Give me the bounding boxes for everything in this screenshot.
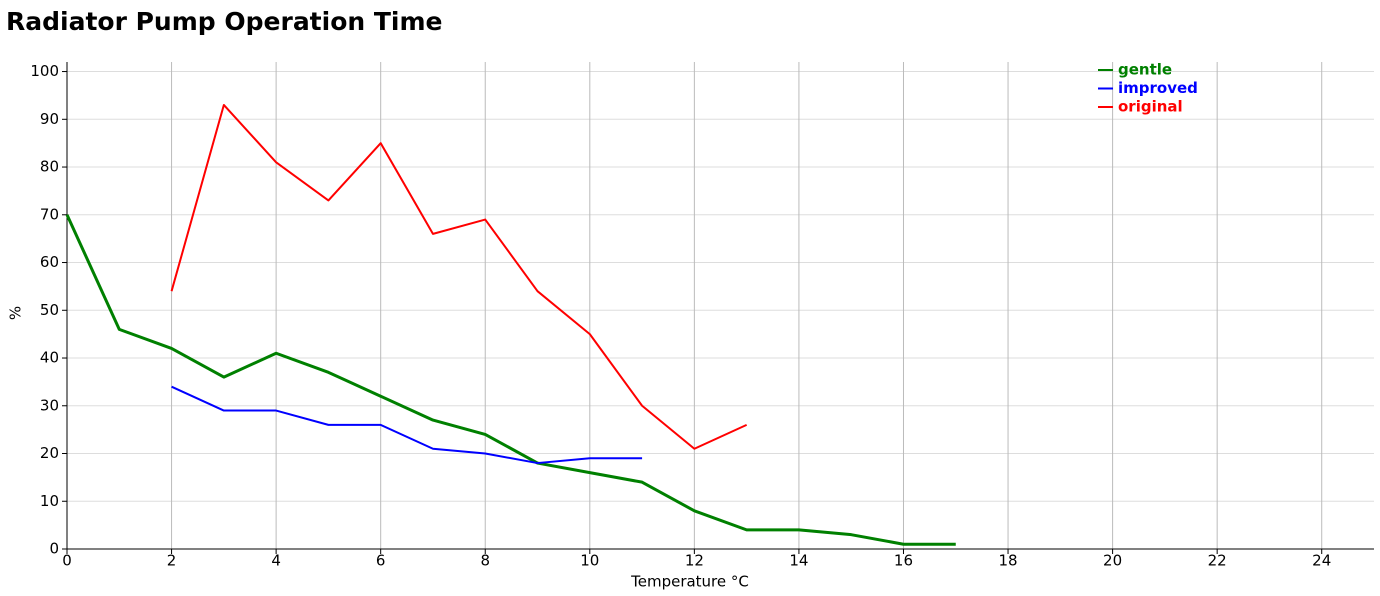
- x-tick-label: 0: [62, 552, 72, 570]
- y-tick-label: 10: [40, 492, 59, 510]
- y-tick-label: 100: [30, 62, 59, 80]
- series-line: [65, 214, 956, 546]
- series-line: [170, 103, 748, 450]
- x-tick-label: 12: [685, 552, 704, 570]
- y-tick-label: 60: [40, 253, 59, 271]
- x-tick-label: 24: [1312, 552, 1331, 570]
- x-tick-label: 16: [894, 552, 913, 570]
- y-tick-label: 70: [40, 205, 59, 223]
- legend-label: gentle: [1118, 61, 1172, 79]
- y-tick-label: 40: [40, 349, 59, 367]
- y-tick-label: 90: [40, 110, 59, 128]
- y-tick-label: 80: [40, 158, 59, 176]
- y-tick-label: 50: [40, 301, 59, 319]
- x-tick-label: 20: [1103, 552, 1122, 570]
- y-axis-label: %: [7, 306, 25, 320]
- chart-title: Radiator Pump Operation Time: [6, 7, 443, 36]
- legend-label: original: [1118, 98, 1183, 116]
- x-tick-label: 10: [580, 552, 599, 570]
- y-tick-label: 30: [40, 396, 59, 414]
- series-line: [171, 385, 643, 465]
- x-axis-label: Temperature °C: [630, 573, 749, 591]
- x-tick-label: 2: [167, 552, 177, 570]
- x-tick-label: 22: [1208, 552, 1227, 570]
- x-tick-label: 4: [271, 552, 281, 570]
- legend-label: improved: [1118, 79, 1198, 97]
- y-tick-label: 0: [49, 540, 59, 558]
- x-tick-label: 6: [376, 552, 386, 570]
- y-tick-label: 20: [40, 444, 59, 462]
- x-tick-label: 8: [480, 552, 490, 570]
- x-tick-label: 18: [998, 552, 1017, 570]
- x-tick-label: 14: [789, 552, 808, 570]
